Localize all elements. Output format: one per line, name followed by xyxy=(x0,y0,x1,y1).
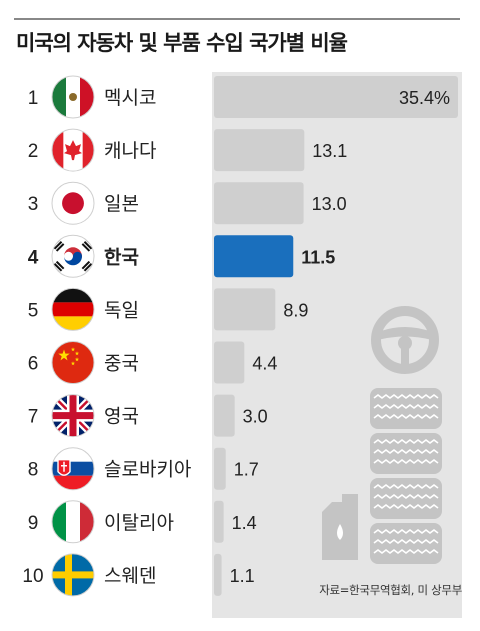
value-label: 35.4% xyxy=(399,88,450,108)
rank-label: 8 xyxy=(28,460,39,481)
value-label: 1.4 xyxy=(232,513,257,533)
category-label: 슬로바키아 xyxy=(104,459,191,481)
chart-row: 7 영국 3.0 xyxy=(28,394,268,438)
mexico-flag xyxy=(51,75,95,119)
slovakia-flag xyxy=(51,447,95,491)
rank-label: 10 xyxy=(22,566,43,587)
rank-label: 3 xyxy=(28,194,39,215)
bar xyxy=(214,129,305,172)
rank-label: 4 xyxy=(28,247,39,268)
source-note: 자료=한국무역협회, 미 상무부 xyxy=(319,583,462,597)
chart-row: 2 캐나다 13.1 xyxy=(28,128,347,172)
italy-flag xyxy=(51,500,95,544)
china-flag xyxy=(51,341,95,384)
bar xyxy=(214,553,222,596)
bar xyxy=(214,394,235,437)
category-label: 캐나다 xyxy=(104,140,156,162)
rank-label: 9 xyxy=(28,513,39,534)
category-label: 멕시코 xyxy=(104,87,156,109)
korea-flag xyxy=(51,234,95,278)
bar xyxy=(214,500,224,543)
steering-wheel-icon xyxy=(371,306,439,374)
chart-title: 미국의 자동차 및 부품 수입 국가별 비율 xyxy=(16,31,348,55)
tire-stack-icon xyxy=(370,388,442,564)
car-parts-illustration xyxy=(322,306,442,564)
category-label: 중국 xyxy=(104,353,139,375)
category-label: 독일 xyxy=(104,299,139,321)
value-label: 13.0 xyxy=(312,194,347,214)
category-label: 일본 xyxy=(104,193,139,215)
chart-row: 3 일본 13.0 xyxy=(28,181,347,225)
rank-label: 2 xyxy=(28,141,39,162)
value-label: 13.1 xyxy=(312,141,347,161)
rank-label: 7 xyxy=(28,407,39,428)
chart-rows: 1 멕시코 35.4% 2 캐나다 13.1 3 일본 13.0 4 한국 11.5 5 독일 8.9 6 중국… xyxy=(22,75,458,597)
bar xyxy=(214,76,458,118)
bar xyxy=(214,341,245,384)
value-label: 11.5 xyxy=(301,247,335,267)
chart-row: 5 독일 8.9 xyxy=(28,287,308,331)
chart-row: 9 이탈리아 1.4 xyxy=(28,500,257,544)
bar xyxy=(214,447,226,490)
rank-label: 1 xyxy=(28,88,39,109)
germany-flag xyxy=(51,287,95,331)
category-label: 한국 xyxy=(104,246,139,268)
title-rule xyxy=(14,18,460,20)
chart-row: 10 스웨덴 1.1 xyxy=(22,553,255,597)
chart-row: 1 멕시코 35.4% xyxy=(28,75,458,119)
chart-row: 4 한국 11.5 xyxy=(28,234,335,278)
rank-label: 5 xyxy=(28,300,39,321)
japan-flag xyxy=(51,181,95,225)
sweden-flag xyxy=(51,553,95,597)
rank-label: 6 xyxy=(28,354,39,375)
uk-flag xyxy=(51,394,95,438)
value-label: 3.0 xyxy=(243,407,268,427)
canada-flag xyxy=(51,128,95,172)
value-label: 8.9 xyxy=(283,300,308,320)
chart-row: 6 중국 4.4 xyxy=(28,341,277,384)
bar xyxy=(214,235,294,278)
category-label: 스웨덴 xyxy=(104,565,156,587)
chart-row: 8 슬로바키아 1.7 xyxy=(28,447,259,491)
bar xyxy=(214,288,276,331)
oil-can-icon xyxy=(322,494,358,560)
value-label: 4.4 xyxy=(252,354,277,374)
bar xyxy=(214,182,304,225)
category-label: 영국 xyxy=(104,406,139,428)
value-label: 1.1 xyxy=(230,566,255,586)
category-label: 이탈리아 xyxy=(104,512,174,534)
value-label: 1.7 xyxy=(234,460,259,480)
